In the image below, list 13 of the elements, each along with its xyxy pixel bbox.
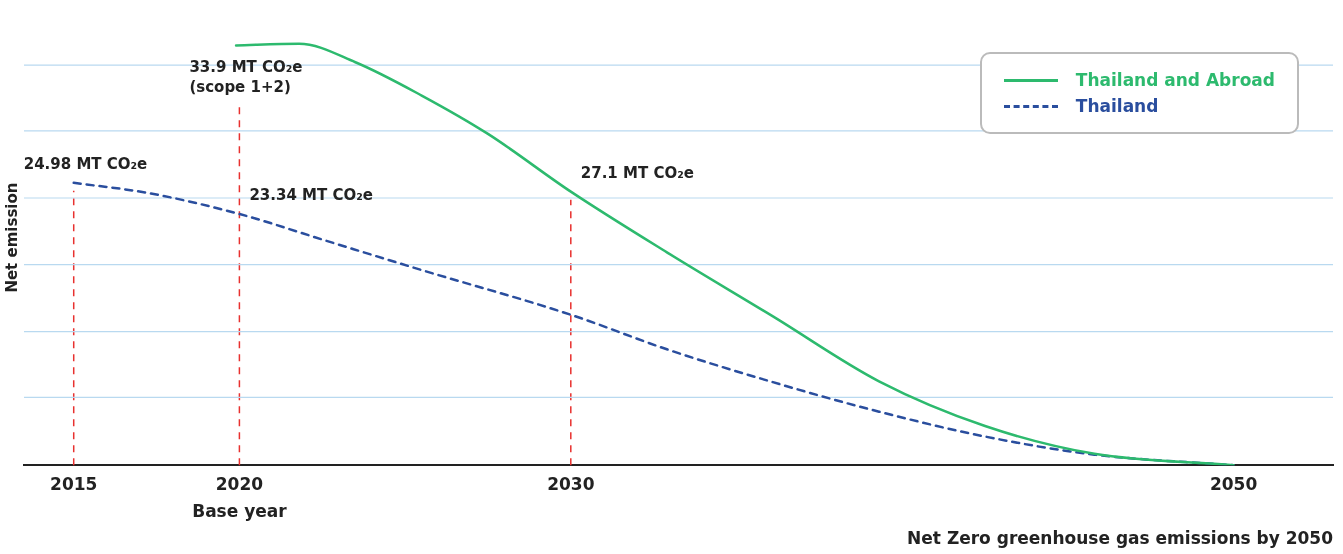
annotation: 33.9 MT CO₂e (scope 1+2) <box>189 58 303 96</box>
annotation: 23.34 MT CO₂e <box>249 186 373 204</box>
legend-label: Thailand <box>1075 96 1159 116</box>
x-tick-label: 2015 <box>50 473 98 494</box>
text: Base year <box>192 501 288 522</box>
x-tick-label: 2050 <box>1209 473 1258 494</box>
annotation: 24.98 MT CO₂e <box>23 154 148 173</box>
annotation: 27.1 MT CO₂e <box>580 163 694 182</box>
y-axis-title: Net emission <box>2 182 21 293</box>
x-tick-label: 2030 <box>547 473 595 494</box>
legend-label: Thailand and Abroad <box>1075 70 1275 90</box>
x-tick-label: 2020 <box>215 473 264 494</box>
x-axis-title: Net Zero greenhouse gas emissions by 2050 <box>907 528 1334 549</box>
